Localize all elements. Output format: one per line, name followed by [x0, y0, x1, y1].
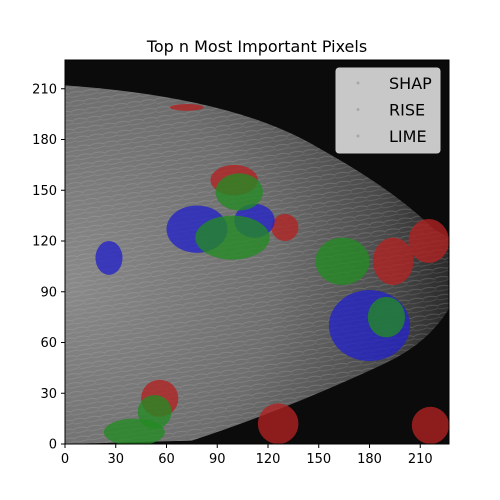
- x-tick-label: 30: [107, 452, 124, 467]
- y-tick-label: 30: [40, 387, 57, 402]
- shap-regions: [141, 103, 449, 444]
- shap-region: [411, 406, 449, 444]
- x-tick-label: 120: [256, 452, 281, 467]
- legend-label-lime: LIME: [389, 127, 427, 146]
- x-tick-label: 180: [357, 452, 382, 467]
- legend-label-rise: RISE: [389, 101, 425, 120]
- x-tick-label: 0: [61, 452, 69, 467]
- y-tick-label: 60: [40, 336, 57, 351]
- chart-title: Top n Most Important Pixels: [146, 37, 367, 56]
- y-tick-label: 0: [49, 438, 57, 453]
- shap-region: [408, 219, 449, 263]
- legend: SHAP RISE LIME: [335, 67, 441, 154]
- importance-regions: [95, 103, 449, 444]
- shap-region: [257, 403, 299, 444]
- rise-region: [95, 241, 123, 275]
- y-tick-label: 150: [32, 184, 57, 199]
- shap-region: [372, 237, 414, 285]
- legend-marker-lime: [356, 134, 360, 138]
- y-tick-label: 90: [40, 285, 57, 300]
- lime-region: [195, 215, 270, 260]
- lime-regions: [103, 173, 406, 444]
- y-tick-label: 210: [32, 82, 57, 97]
- shap-region: [271, 213, 299, 242]
- y-tick-label: 180: [32, 133, 57, 148]
- y-axis: 0 30 60 90 120 150 180 210: [32, 82, 65, 453]
- x-tick-label: 150: [306, 452, 331, 467]
- lime-region: [315, 237, 370, 285]
- legend-label-shap: SHAP: [389, 74, 432, 93]
- lime-region: [103, 418, 165, 444]
- x-axis: 0 30 60 90 120 150 180 210: [61, 444, 433, 467]
- lime-region: [367, 296, 406, 338]
- lime-region: [215, 173, 263, 211]
- legend-marker-rise: [356, 108, 360, 111]
- legend-box: [335, 67, 441, 154]
- legend-marker-shap: [356, 81, 360, 85]
- y-tick-label: 120: [32, 235, 57, 250]
- shap-region: [169, 103, 204, 111]
- x-tick-label: 210: [408, 452, 433, 467]
- x-tick-label: 60: [158, 452, 175, 467]
- plot-frame: [64, 59, 450, 445]
- x-tick-label: 90: [209, 452, 226, 467]
